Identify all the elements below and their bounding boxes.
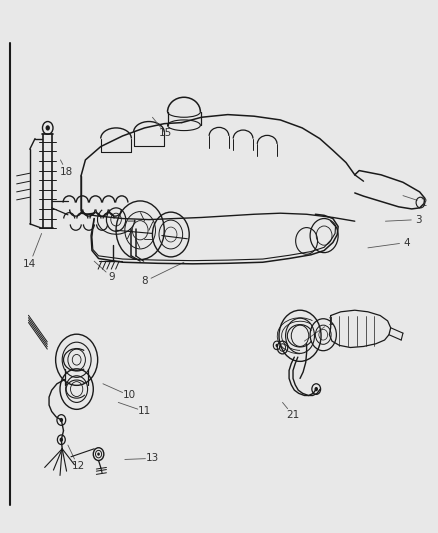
Text: 1: 1 bbox=[327, 318, 334, 327]
Text: 4: 4 bbox=[403, 238, 410, 247]
Circle shape bbox=[97, 453, 100, 456]
Text: 15: 15 bbox=[159, 128, 172, 138]
Circle shape bbox=[60, 438, 63, 442]
Text: 14: 14 bbox=[23, 259, 36, 269]
Circle shape bbox=[46, 125, 50, 131]
Text: 9: 9 bbox=[108, 272, 115, 282]
Circle shape bbox=[276, 344, 278, 347]
Text: 21: 21 bbox=[286, 410, 299, 419]
Text: 13: 13 bbox=[146, 454, 159, 463]
Text: 3: 3 bbox=[415, 215, 422, 224]
Text: 18: 18 bbox=[60, 167, 73, 176]
Text: 11: 11 bbox=[138, 407, 151, 416]
Text: 12: 12 bbox=[71, 462, 85, 471]
Text: 8: 8 bbox=[141, 277, 148, 286]
Text: 2: 2 bbox=[420, 198, 427, 207]
Text: 10: 10 bbox=[123, 391, 136, 400]
Circle shape bbox=[60, 418, 63, 422]
Circle shape bbox=[314, 387, 318, 391]
